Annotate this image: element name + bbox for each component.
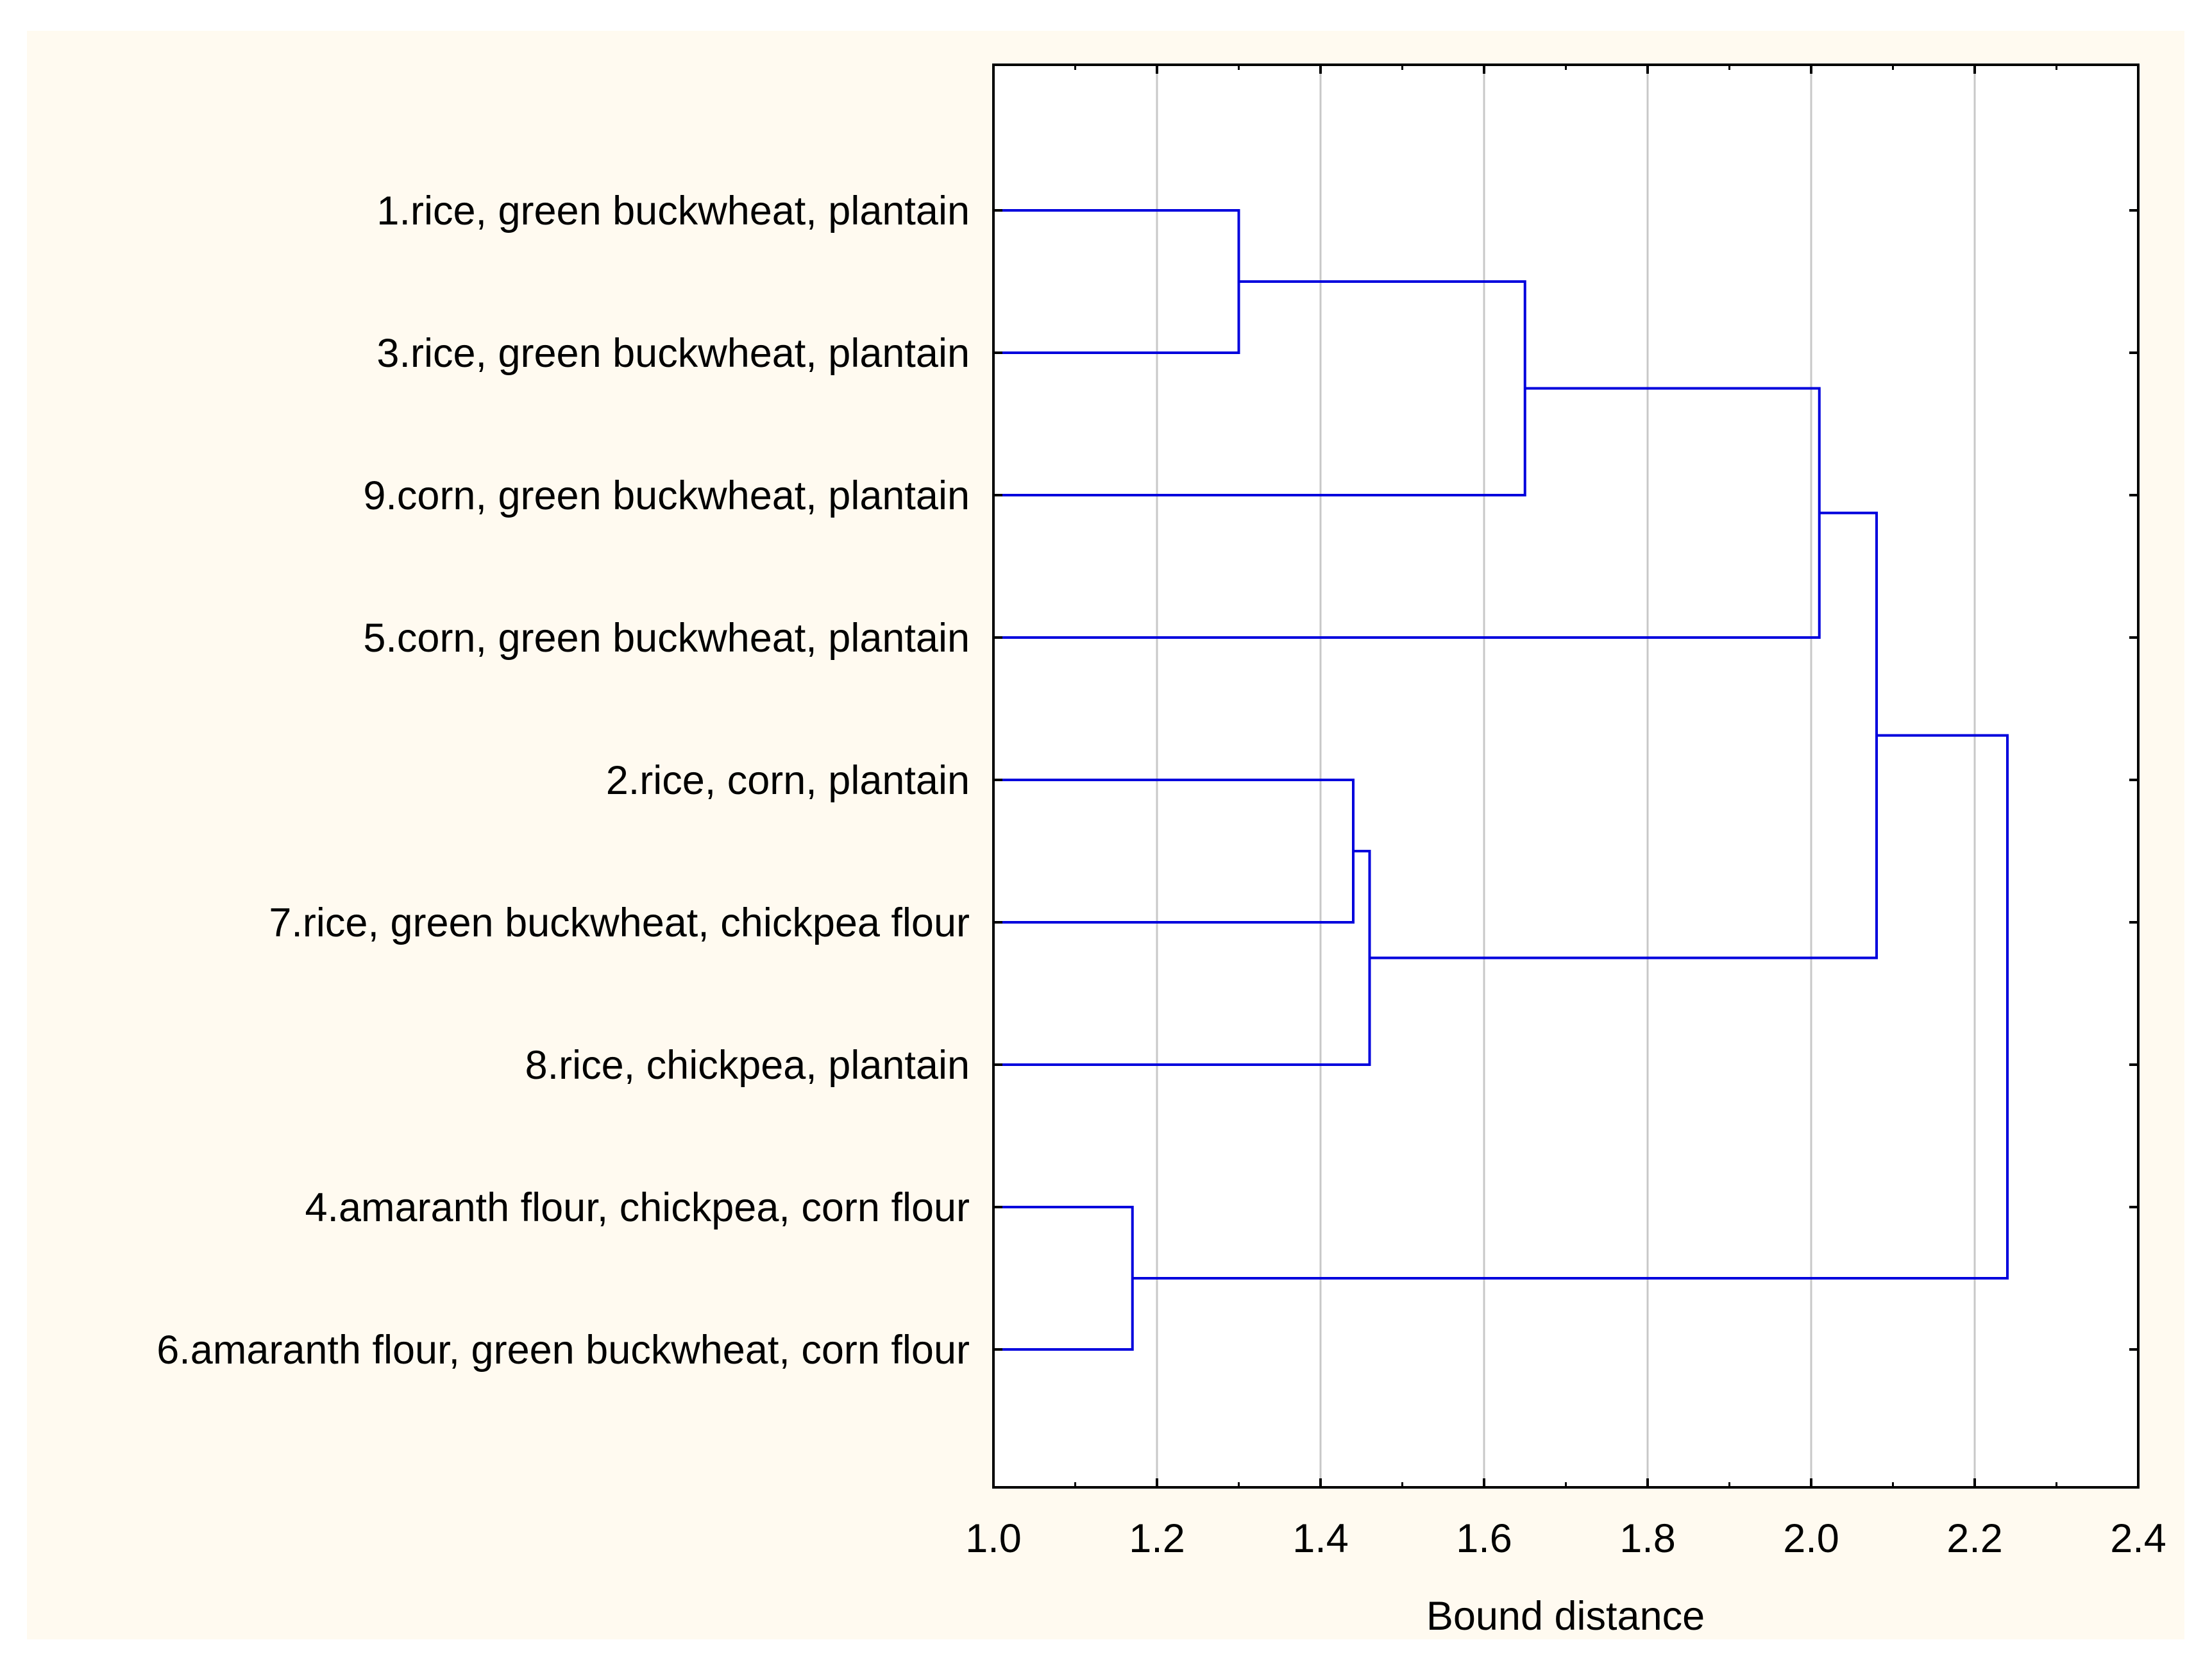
leaf-label: 2.rice, corn, plantain <box>606 758 970 803</box>
leaf-label: 6.amaranth flour, green buckwheat, corn … <box>156 1328 970 1373</box>
dendrogram-links <box>993 209 2009 1351</box>
leaf-label: 7.rice, green buckwheat, chickpea flour <box>269 900 970 945</box>
leaf-label: 3.rice, green buckwheat, plantain <box>376 331 970 376</box>
x-tick-label: 2.2 <box>1946 1516 2003 1561</box>
x-axis-title: Bound distance <box>1426 1594 1705 1639</box>
grid-lines <box>1156 65 1976 1487</box>
x-tick-label: 1.4 <box>1292 1516 1349 1561</box>
x-tick-label: 2.4 <box>2110 1516 2166 1561</box>
leaf-labels: 1.rice, green buckwheat, plantain 3.rice,… <box>156 189 970 1373</box>
leaf-label: 1.rice, green buckwheat, plantain <box>376 189 970 233</box>
leaf-label: 9.corn, green buckwheat, plantain <box>363 473 970 518</box>
x-tick-label: 1.6 <box>1456 1516 1512 1561</box>
leaf-label: 5.corn, green buckwheat, plantain <box>363 616 970 661</box>
x-tick-label: 1.8 <box>1619 1516 1676 1561</box>
axis-ticks <box>992 65 2140 1487</box>
x-tick-label: 1.2 <box>1129 1516 1185 1561</box>
dendrogram-link-m8 <box>1132 734 2009 1280</box>
x-tick-label: 1.0 <box>965 1516 1022 1561</box>
x-tick-label: 2.0 <box>1783 1516 1839 1561</box>
leaf-label: 8.rice, chickpea, plantain <box>525 1043 970 1088</box>
plot-background <box>993 65 2138 1487</box>
x-tick-labels: 1.0 1.2 1.4 1.6 1.8 2.0 2.2 2.4 <box>965 1516 2166 1561</box>
leaf-label: 4.amaranth flour, chickpea, corn flour <box>305 1185 970 1230</box>
